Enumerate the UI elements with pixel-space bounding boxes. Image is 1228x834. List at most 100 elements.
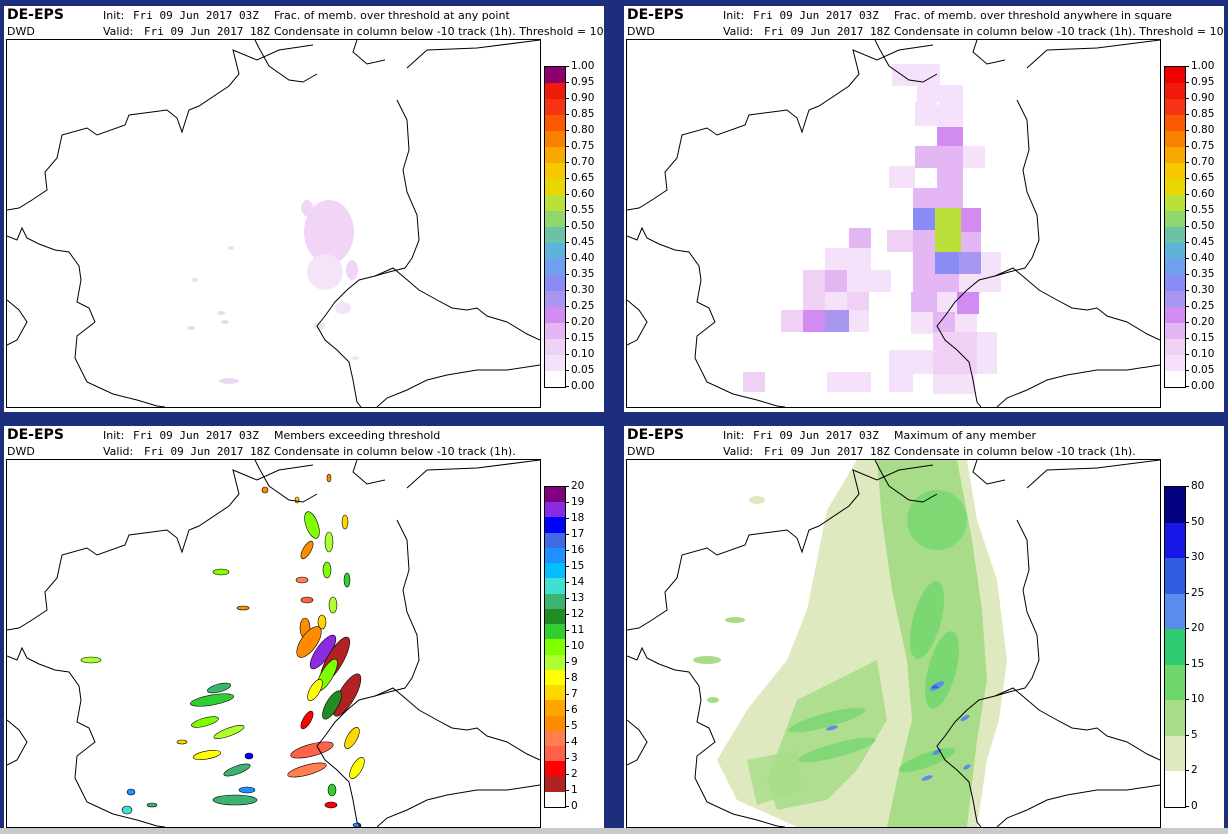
colorbar-swatch (545, 745, 565, 762)
colorbar-swatch (1165, 371, 1185, 387)
colorbar-tick-label: 0.60 (1184, 188, 1215, 200)
colorbar-swatch (545, 593, 565, 609)
org-label: DWD (627, 445, 655, 458)
colorbar-swatch (545, 761, 565, 777)
colorbar-swatch (545, 685, 565, 701)
colorbar-tick-label: 19 (564, 496, 585, 508)
colorbar-swatch (545, 639, 565, 655)
colorbar-tick-label: 0.05 (1184, 364, 1215, 376)
colorbar-swatch (545, 323, 565, 339)
colorbar-tick-label: 15 (564, 560, 585, 572)
colorbar-swatch (1165, 131, 1185, 147)
map-area (6, 39, 541, 408)
init-value: Fri 09 Jun 2017 03Z (133, 429, 259, 442)
colorbar-swatch (1165, 771, 1185, 807)
colorbar-tick-label: 0.65 (1184, 172, 1215, 184)
colorbar-swatch (1165, 291, 1185, 307)
colorbar-tick-label: 14 (564, 576, 585, 588)
colorbar-swatch (1165, 163, 1185, 179)
variable-description: Condensate in column below -10 track (1h… (894, 445, 1136, 458)
colorbar-swatch (545, 608, 565, 625)
colorbar-tick-label: 10 (564, 640, 585, 652)
colorbar-tick-label: 0.90 (564, 92, 595, 104)
valid-value: Fri 09 Jun 2017 18Z (764, 445, 890, 458)
colorbar-swatch (1165, 147, 1185, 163)
colorbar-tick-label: 0.20 (1184, 316, 1215, 328)
init-label: Init: (103, 429, 125, 442)
colorbar-tick-label: 50 (1184, 515, 1205, 528)
brand-label: DE-EPS (7, 427, 64, 443)
colorbar-swatch (545, 147, 565, 163)
colorbar-tick-label: 0.10 (564, 348, 595, 360)
country-borders (7, 40, 540, 407)
colorbar-swatch (545, 371, 565, 387)
map-canvas (7, 40, 540, 407)
colorbar-swatch (1165, 700, 1185, 736)
init-value: Fri 09 Jun 2017 03Z (753, 429, 879, 442)
colorbar-swatch (1165, 355, 1185, 371)
variable-description: Condensate in column below -10 track (1h… (274, 25, 604, 38)
colorbar-swatch (545, 502, 565, 518)
colorbar-tick-label: 0 (565, 800, 578, 812)
variable-description: Condensate in column below -10 track (1h… (894, 25, 1224, 38)
colorbar-tick-label: 15 (1184, 657, 1205, 670)
colorbar-swatch (1165, 179, 1185, 195)
valid-label: Valid: (103, 445, 134, 458)
colorbar-tick-label: 10 (1184, 693, 1205, 706)
org-label: DWD (7, 25, 35, 38)
brand-label: DE-EPS (627, 7, 684, 23)
init-label: Init: (723, 9, 745, 22)
colorbar-swatch (1165, 323, 1185, 339)
colorbar-swatch (545, 654, 565, 670)
colorbar-tick-label: 0.50 (564, 220, 595, 232)
colorbar-swatch (545, 259, 565, 275)
colorbar-tick-label: 8 (565, 672, 578, 684)
colorbar-tick-label: 0.65 (564, 172, 595, 184)
colorbar-swatch (1165, 227, 1185, 243)
colorbar-swatch (545, 291, 565, 307)
colorbar-tick-label: 80 (1184, 480, 1205, 492)
colorbar-tick-label: 5 (565, 720, 578, 732)
colorbar-swatch (1165, 629, 1185, 665)
field-overlay (743, 64, 1001, 394)
colorbar-swatch (1165, 259, 1185, 275)
colorbar-tick-label: 0.75 (564, 140, 595, 152)
colorbar-swatch (1165, 211, 1185, 227)
colorbar-tick-label: 6 (565, 704, 578, 716)
colorbar-tick-label: 16 (564, 544, 585, 556)
colorbar-tick-label: 0.45 (564, 236, 595, 248)
colorbar-tick-label: 0.85 (564, 108, 595, 120)
colorbar-swatch (545, 179, 565, 195)
colorbar-tick-label: 0.55 (564, 204, 595, 216)
colorbar-swatch (545, 227, 565, 243)
colorbar-tick-label: 0.70 (1184, 156, 1215, 168)
colorbar-swatch (1165, 593, 1185, 630)
colorbar-tick-label: 0.30 (1184, 284, 1215, 296)
colorbar-swatch (545, 517, 565, 533)
colorbar-swatch (1165, 522, 1185, 559)
field-overlay (80, 473, 365, 827)
colorbar-swatch (545, 700, 565, 716)
field-overlay (693, 460, 1007, 827)
colorbar-tick-label: 0.80 (1184, 124, 1215, 136)
map-area (626, 459, 1161, 828)
map-area (626, 39, 1161, 408)
valid-value: Fri 09 Jun 2017 18Z (144, 25, 270, 38)
colorbar-swatch (545, 547, 565, 564)
colorbar-tick-label: 17 (564, 528, 585, 540)
colorbar-swatch (1165, 67, 1185, 83)
panel-maximum-any-member: DE-EPS DWD Init: Fri 09 Jun 2017 03Z Val… (624, 426, 1224, 832)
colorbar-tick-label: 0.95 (1184, 76, 1215, 88)
colorbar-swatch (1165, 735, 1185, 772)
field-description: Frac. of memb. over threshold at any poi… (274, 9, 510, 22)
country-borders (627, 40, 1160, 407)
colorbar-swatch (545, 131, 565, 147)
colorbar-tick-label: 0.00 (564, 380, 595, 392)
colorbar-tick-label: 0.80 (564, 124, 595, 136)
colorbar-tick-label: 9 (565, 656, 578, 668)
colorbar-swatch (545, 563, 565, 579)
colorbar-tick-label: 0.40 (1184, 252, 1215, 264)
colorbar-tick-label: 0.15 (564, 332, 595, 344)
colorbar-tick-label: 1.00 (564, 60, 595, 72)
map-area (6, 459, 541, 828)
